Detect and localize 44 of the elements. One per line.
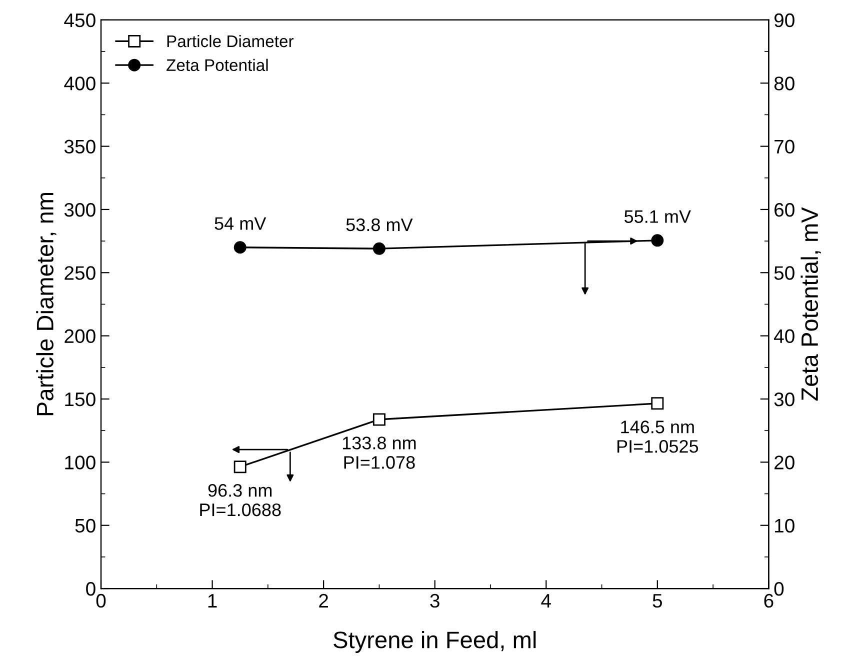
y2-tick-label: 40 [774, 329, 794, 344]
data-label: 53.8 mV [346, 218, 413, 232]
x-tick-label: 3 [430, 594, 440, 608]
y-tick-label: 400 [64, 76, 96, 90]
y-tick-label: 250 [64, 266, 96, 280]
data-label: 96.3 nm PI=1.0688 [200, 484, 281, 516]
y2-tick-label: 70 [774, 140, 794, 154]
x-tick-label: 6 [764, 594, 774, 608]
point [372, 413, 386, 426]
x-tick-label: 1 [208, 594, 217, 608]
y2-tick-label: 50 [774, 266, 794, 280]
y-tick-label: 150 [65, 392, 96, 406]
y-tick-label: 50 [75, 518, 96, 533]
y-tick-label: 300 [64, 202, 96, 217]
data-label: 55.1 mV [624, 210, 691, 223]
y2-tick-label: 90 [774, 13, 794, 28]
point [651, 397, 664, 410]
y-tick-label: 450 [64, 13, 96, 28]
y-axis-title: Particle Diameter, nm [36, 192, 56, 416]
data-label: 146.5 nm PI=1.0525 [617, 420, 698, 453]
y-tick-label: 350 [64, 140, 96, 154]
y2-tick-label: 30 [774, 392, 794, 406]
data-label: 133.8 nm PI=1.078 [342, 436, 416, 469]
y-tick-label: 200 [64, 329, 96, 344]
y2-tick-label: 60 [774, 202, 794, 217]
y2-axis-title: Zeta Potential, mV [800, 207, 821, 401]
x-tick-label: 5 [652, 594, 662, 608]
y2-tick-label: 20 [774, 456, 794, 470]
legend-label: Particle Diameter [167, 34, 294, 48]
y2-tick-label: 10 [775, 518, 794, 533]
point [234, 460, 246, 474]
legend-label: Zeta Potential [166, 58, 268, 72]
point [372, 242, 386, 255]
y2-tick-label: 80 [774, 76, 794, 90]
y2-tick-label: 0 [774, 582, 784, 596]
x-axis-title: Styrene in Feed, ml [334, 630, 536, 653]
y-tick-label: 100 [65, 456, 96, 470]
x-tick-label: 4 [541, 594, 551, 608]
data-label: 54 mV [214, 217, 266, 230]
x-tick-label: 0 [96, 594, 106, 608]
y-tick-label: 0 [86, 582, 96, 596]
point [234, 241, 246, 254]
x-tick-label: 2 [319, 594, 328, 608]
point [651, 234, 664, 247]
